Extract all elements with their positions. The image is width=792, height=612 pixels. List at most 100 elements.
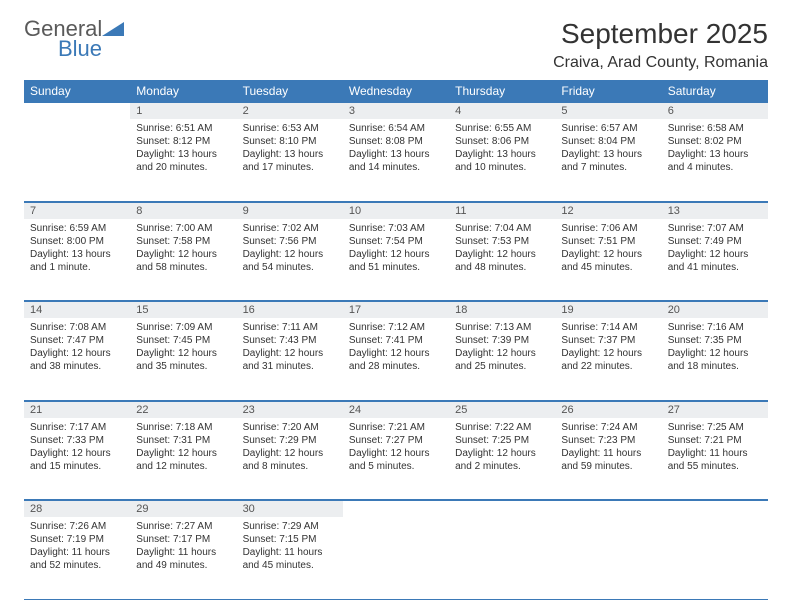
day-body-cell: Sunrise: 7:29 AMSunset: 7:15 PMDaylight:…: [237, 517, 343, 599]
daylight-text: Daylight: 13 hours and 17 minutes.: [243, 148, 337, 174]
sunset-text: Sunset: 7:39 PM: [455, 334, 549, 347]
day-number-cell: [24, 102, 130, 119]
sunrise-text: Sunrise: 7:21 AM: [349, 421, 443, 434]
day-number: 10: [343, 202, 449, 219]
sunset-text: Sunset: 7:53 PM: [455, 235, 549, 248]
brand-line2: Blue: [58, 38, 124, 60]
day-number: 17: [343, 301, 449, 318]
sunset-text: Sunset: 7:21 PM: [668, 434, 762, 447]
day-body: Sunrise: 7:00 AMSunset: 7:58 PMDaylight:…: [130, 219, 236, 278]
sunrise-text: Sunrise: 7:09 AM: [136, 321, 230, 334]
day-body: Sunrise: 7:18 AMSunset: 7:31 PMDaylight:…: [130, 418, 236, 477]
day-number-cell: 17: [343, 301, 449, 319]
sunrise-text: Sunrise: 7:06 AM: [561, 222, 655, 235]
week-body-row: Sunrise: 6:51 AMSunset: 8:12 PMDaylight:…: [24, 119, 768, 201]
day-body-cell: [24, 119, 130, 201]
day-number-cell: 28: [24, 500, 130, 518]
day-number-cell: 5: [555, 102, 661, 119]
day-body: Sunrise: 7:20 AMSunset: 7:29 PMDaylight:…: [237, 418, 343, 477]
daylight-text: Daylight: 12 hours and 5 minutes.: [349, 447, 443, 473]
day-number: 23: [237, 401, 343, 418]
day-number-cell: 4: [449, 102, 555, 119]
month-title: September 2025: [553, 18, 768, 50]
day-body: Sunrise: 7:11 AMSunset: 7:43 PMDaylight:…: [237, 318, 343, 377]
sunrise-text: Sunrise: 7:22 AM: [455, 421, 549, 434]
sunset-text: Sunset: 7:29 PM: [243, 434, 337, 447]
day-body-cell: Sunrise: 7:00 AMSunset: 7:58 PMDaylight:…: [130, 219, 236, 301]
daylight-text: Daylight: 12 hours and 48 minutes.: [455, 248, 549, 274]
sunset-text: Sunset: 8:00 PM: [30, 235, 124, 248]
day-body-cell: Sunrise: 6:58 AMSunset: 8:02 PMDaylight:…: [662, 119, 768, 201]
day-header: Saturday: [662, 80, 768, 102]
day-header-row: SundayMondayTuesdayWednesdayThursdayFrid…: [24, 80, 768, 102]
daylight-text: Daylight: 12 hours and 35 minutes.: [136, 347, 230, 373]
day-body: Sunrise: 7:26 AMSunset: 7:19 PMDaylight:…: [24, 517, 130, 576]
sunrise-text: Sunrise: 7:25 AM: [668, 421, 762, 434]
week-number-row: 14151617181920: [24, 301, 768, 319]
day-number: [449, 500, 555, 505]
brand-logo: General Blue: [24, 18, 124, 60]
day-number: [343, 500, 449, 505]
sunrise-text: Sunrise: 7:13 AM: [455, 321, 549, 334]
day-number: [24, 102, 130, 107]
sunset-text: Sunset: 7:41 PM: [349, 334, 443, 347]
sunrise-text: Sunrise: 6:54 AM: [349, 122, 443, 135]
day-body-cell: Sunrise: 6:54 AMSunset: 8:08 PMDaylight:…: [343, 119, 449, 201]
daylight-text: Daylight: 12 hours and 28 minutes.: [349, 347, 443, 373]
day-body-cell: Sunrise: 7:08 AMSunset: 7:47 PMDaylight:…: [24, 318, 130, 400]
sunset-text: Sunset: 7:31 PM: [136, 434, 230, 447]
day-body: Sunrise: 7:06 AMSunset: 7:51 PMDaylight:…: [555, 219, 661, 278]
day-number: 11: [449, 202, 555, 219]
day-number: 22: [130, 401, 236, 418]
day-number-cell: 9: [237, 201, 343, 219]
day-number-cell: 24: [343, 400, 449, 418]
day-body-cell: Sunrise: 6:53 AMSunset: 8:10 PMDaylight:…: [237, 119, 343, 201]
brand-text: General Blue: [24, 18, 124, 60]
daylight-text: Daylight: 12 hours and 18 minutes.: [668, 347, 762, 373]
day-body-cell: Sunrise: 7:27 AMSunset: 7:17 PMDaylight:…: [130, 517, 236, 599]
day-number-cell: 12: [555, 201, 661, 219]
week-body-row: Sunrise: 6:59 AMSunset: 8:00 PMDaylight:…: [24, 219, 768, 301]
day-body: [343, 517, 449, 524]
day-number-cell: 6: [662, 102, 768, 119]
day-number: 15: [130, 301, 236, 318]
day-number-cell: 15: [130, 301, 236, 319]
day-number-cell: 1: [130, 102, 236, 119]
day-body: Sunrise: 6:59 AMSunset: 8:00 PMDaylight:…: [24, 219, 130, 278]
day-number-cell: 29: [130, 500, 236, 518]
daylight-text: Daylight: 11 hours and 52 minutes.: [30, 546, 124, 572]
day-number-cell: 7: [24, 201, 130, 219]
day-body-cell: [343, 517, 449, 599]
day-body: Sunrise: 7:25 AMSunset: 7:21 PMDaylight:…: [662, 418, 768, 477]
week-number-row: 21222324252627: [24, 400, 768, 418]
sunset-text: Sunset: 7:19 PM: [30, 533, 124, 546]
day-header: Wednesday: [343, 80, 449, 102]
sunset-text: Sunset: 7:27 PM: [349, 434, 443, 447]
day-body-cell: [555, 517, 661, 599]
daylight-text: Daylight: 11 hours and 55 minutes.: [668, 447, 762, 473]
day-body: [555, 517, 661, 524]
day-number-cell: 11: [449, 201, 555, 219]
day-body: Sunrise: 6:51 AMSunset: 8:12 PMDaylight:…: [130, 119, 236, 178]
day-number: 20: [662, 301, 768, 318]
sunset-text: Sunset: 7:58 PM: [136, 235, 230, 248]
day-body-cell: Sunrise: 7:22 AMSunset: 7:25 PMDaylight:…: [449, 418, 555, 500]
daylight-text: Daylight: 12 hours and 2 minutes.: [455, 447, 549, 473]
sunset-text: Sunset: 7:37 PM: [561, 334, 655, 347]
sunset-text: Sunset: 7:35 PM: [668, 334, 762, 347]
day-number-cell: 27: [662, 400, 768, 418]
daylight-text: Daylight: 13 hours and 7 minutes.: [561, 148, 655, 174]
sunset-text: Sunset: 8:02 PM: [668, 135, 762, 148]
day-number-cell: 10: [343, 201, 449, 219]
sunset-text: Sunset: 7:17 PM: [136, 533, 230, 546]
sunrise-text: Sunrise: 7:17 AM: [30, 421, 124, 434]
brand-triangle-icon: [102, 18, 124, 40]
sunset-text: Sunset: 7:33 PM: [30, 434, 124, 447]
sunset-text: Sunset: 7:56 PM: [243, 235, 337, 248]
day-body: Sunrise: 6:57 AMSunset: 8:04 PMDaylight:…: [555, 119, 661, 178]
day-number-cell: 13: [662, 201, 768, 219]
day-body: Sunrise: 7:29 AMSunset: 7:15 PMDaylight:…: [237, 517, 343, 576]
day-number-cell: [555, 500, 661, 518]
sunset-text: Sunset: 7:54 PM: [349, 235, 443, 248]
day-number: 2: [237, 102, 343, 119]
